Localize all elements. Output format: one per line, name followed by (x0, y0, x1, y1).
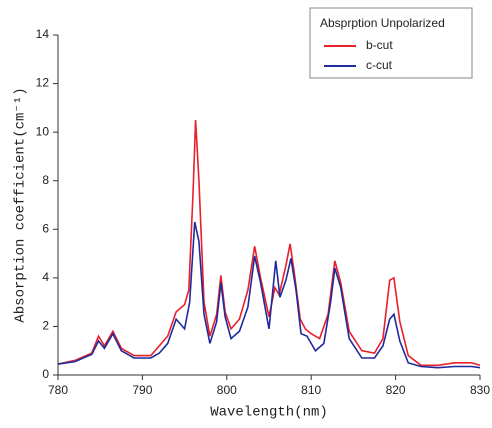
y-axis-label: Absorption coefficient(cm⁻¹) (13, 87, 29, 322)
x-tick-label: 790 (132, 383, 152, 397)
legend-label: b-cut (366, 38, 393, 52)
series-line (57, 119, 481, 367)
x-axis-label: Wavelength(nm) (210, 405, 328, 421)
legend-label: c-cut (366, 58, 393, 72)
x-tick-label: 800 (217, 383, 237, 397)
x-tick-label: 820 (386, 383, 406, 397)
y-tick-label: 12 (36, 76, 50, 90)
y-tick-label: 8 (42, 173, 49, 187)
legend-title: Absprption Unpolarized (320, 16, 445, 30)
x-tick-label: 780 (48, 383, 68, 397)
y-tick-label: 6 (42, 221, 49, 235)
y-tick-label: 10 (36, 124, 50, 138)
y-tick-label: 14 (36, 27, 50, 41)
y-tick-label: 4 (42, 270, 49, 284)
y-tick-label: 0 (42, 367, 49, 381)
x-tick-label: 810 (301, 383, 321, 397)
y-tick-label: 2 (42, 319, 49, 333)
series-line (57, 221, 481, 369)
x-tick-label: 830 (470, 383, 490, 397)
